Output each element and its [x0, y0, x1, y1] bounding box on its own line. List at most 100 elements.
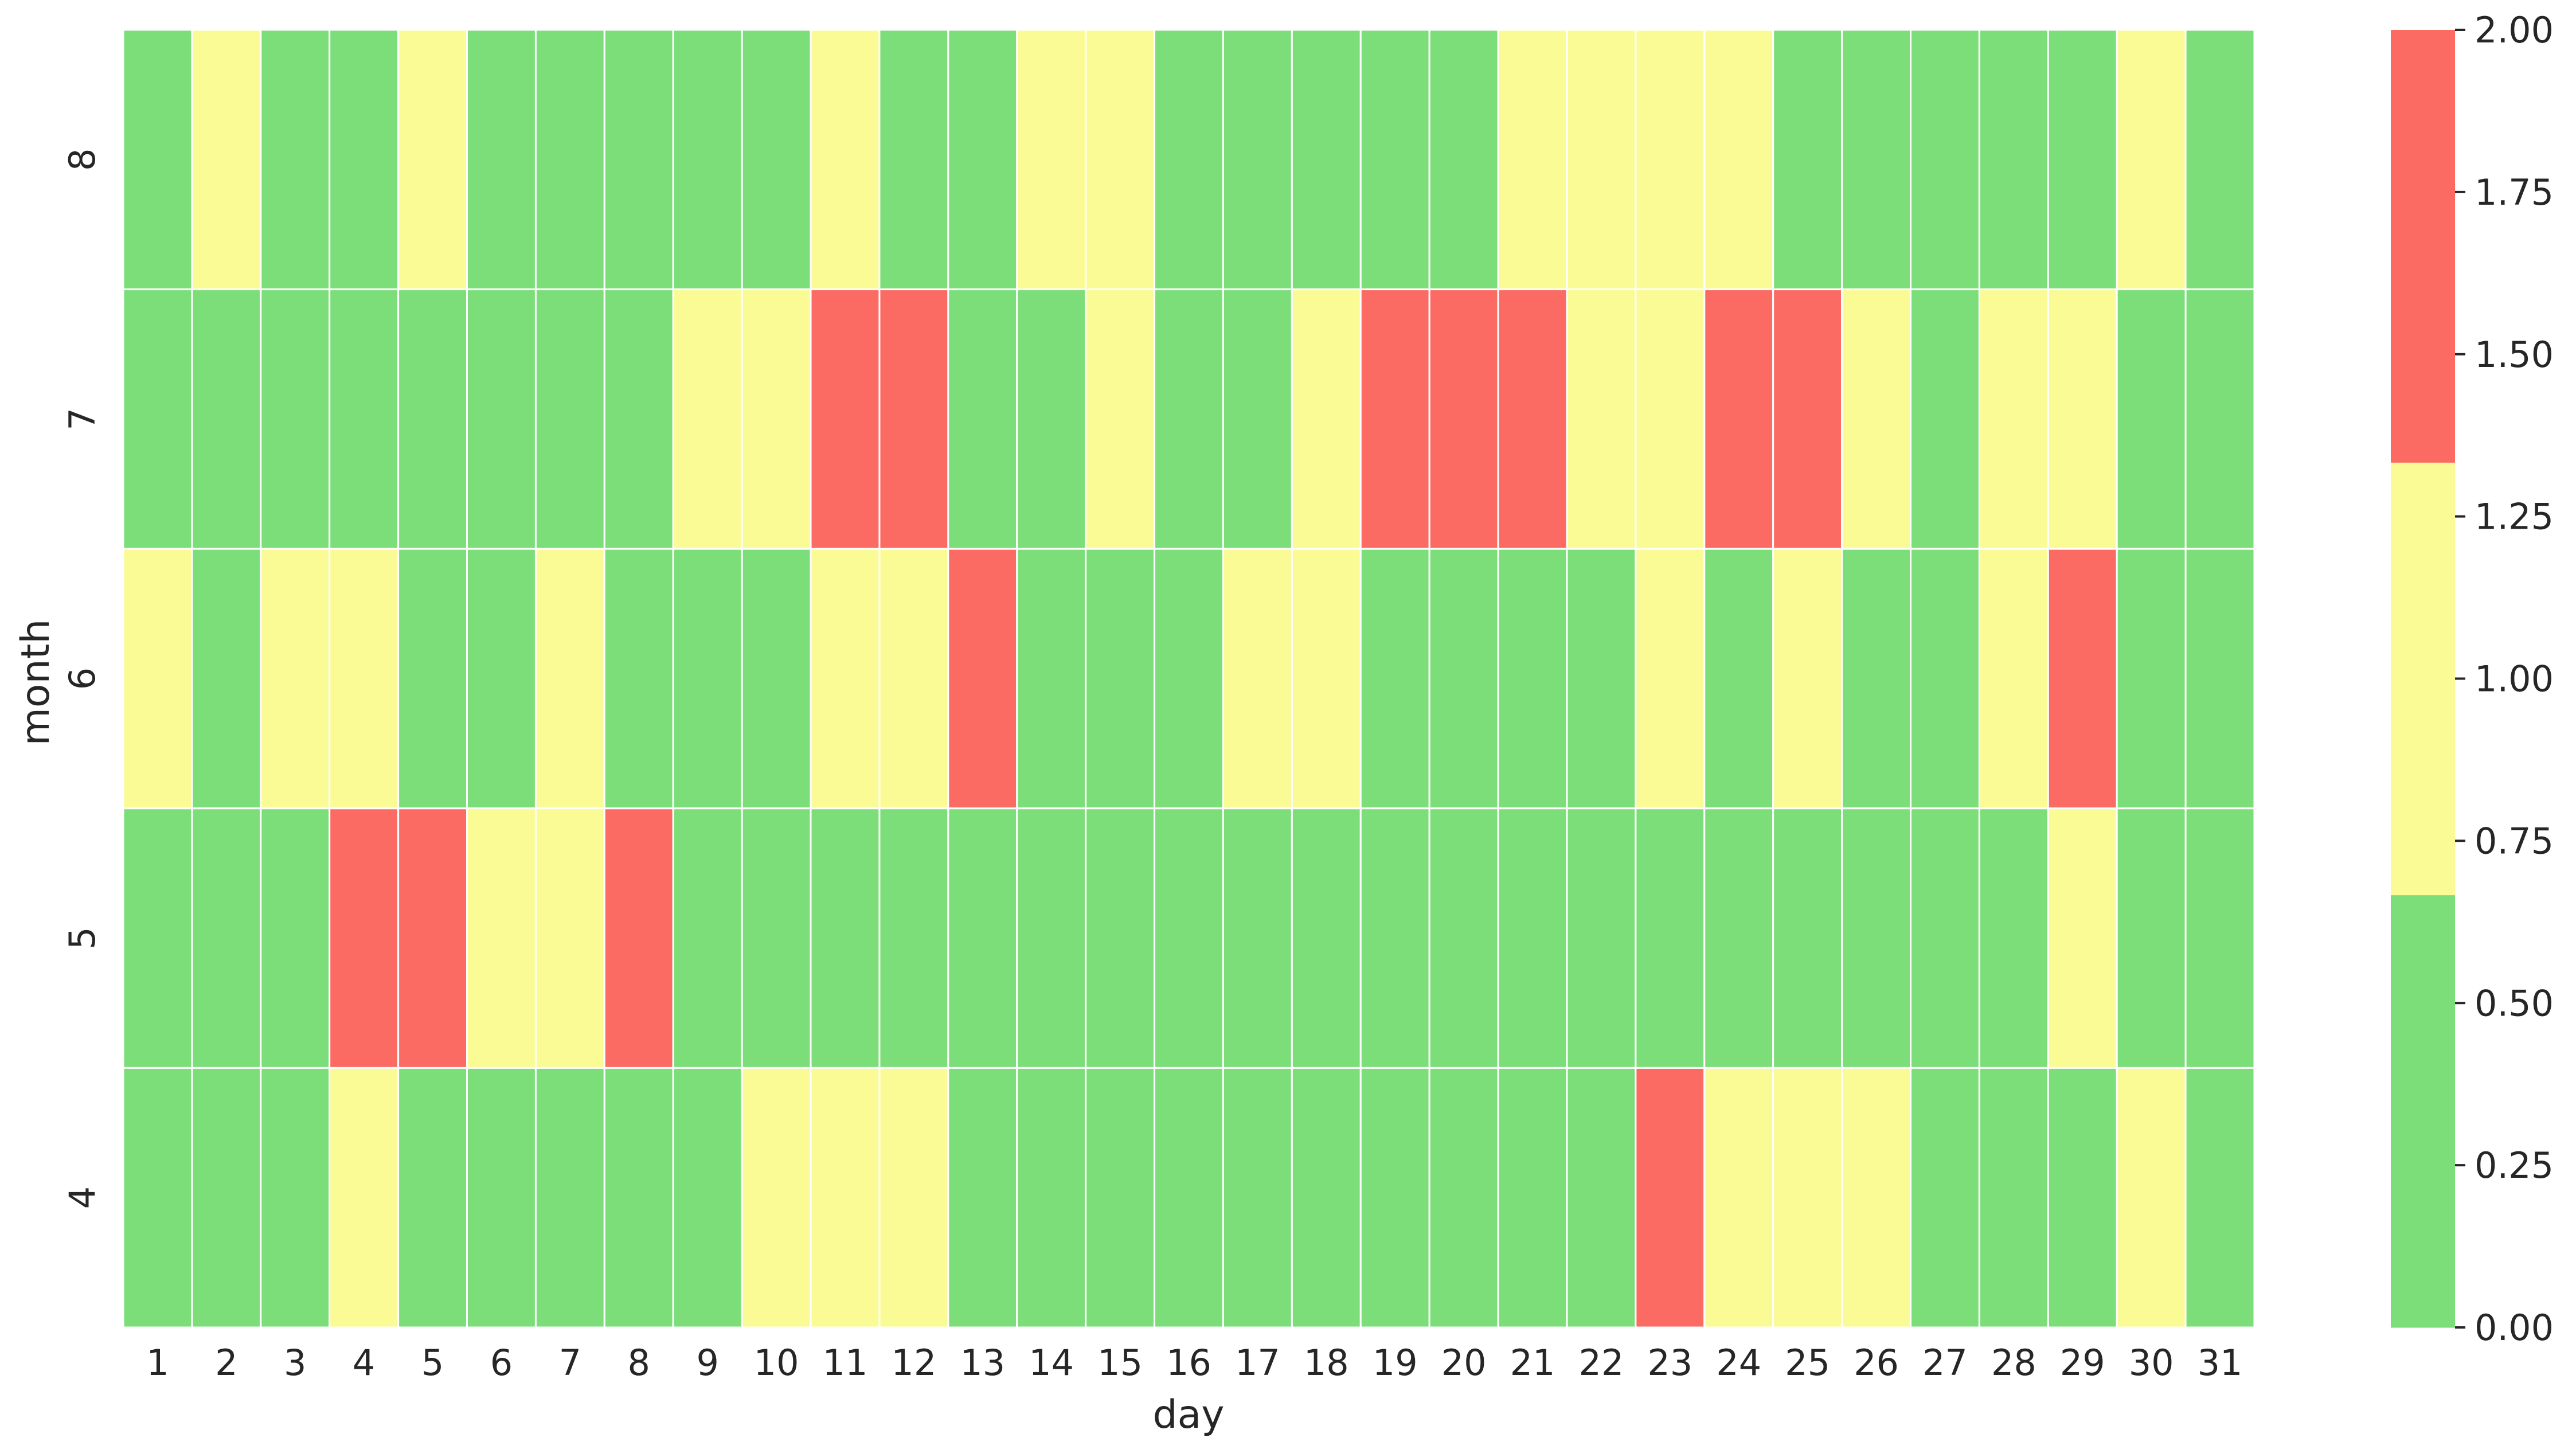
heatmap-cell-m4-d27	[1909, 1067, 1980, 1329]
x-tick-label: 20	[1441, 1342, 1487, 1384]
heatmap-cell-m4-d4	[329, 1067, 400, 1329]
heatmap-cell-m4-d7	[534, 1067, 605, 1329]
x-tick-label: 23	[1647, 1342, 1692, 1384]
heatmap-cell-m5-d30	[2116, 807, 2187, 1069]
heatmap-cell-m7-d20	[1428, 288, 1499, 550]
heatmap-cell-m5-d4	[329, 807, 400, 1069]
heatmap-cell-m8-d24	[1703, 29, 1774, 291]
heatmap-cell-m5-d17	[1222, 807, 1293, 1069]
heatmap-cell-m8-d6	[466, 29, 537, 291]
heatmap-cell-m6-d20	[1428, 548, 1499, 810]
heatmap-cell-m6-d16	[1154, 548, 1224, 810]
x-tick-label: 15	[1097, 1342, 1143, 1384]
x-tick-label: 21	[1510, 1342, 1555, 1384]
heatmap-cell-m5-d21	[1497, 807, 1568, 1069]
heatmap-cell-m7-d27	[1909, 288, 1980, 550]
heatmap-cells	[122, 29, 2256, 1329]
colorbar-tick-label: 1.25	[2475, 496, 2554, 538]
heatmap-cell-m4-d17	[1222, 1067, 1293, 1329]
heatmap-cell-m7-d10	[741, 288, 812, 550]
y-tick-label: 5	[61, 927, 103, 949]
heatmap-cell-m4-d9	[672, 1067, 743, 1329]
y-tick-label: 7	[61, 408, 103, 430]
heatmap-cell-m5-d24	[1703, 807, 1774, 1069]
x-tick-label: 29	[2060, 1342, 2105, 1384]
heatmap-cell-m7-d17	[1222, 288, 1293, 550]
colorbar-tick-label: 1.75	[2475, 171, 2554, 213]
heatmap-cell-m7-d9	[672, 288, 743, 550]
heatmap-cell-m7-d30	[2116, 288, 2187, 550]
x-tick-label: 5	[421, 1342, 444, 1384]
heatmap-cell-m4-d25	[1772, 1067, 1843, 1329]
y-axis-label: month	[13, 619, 58, 746]
heatmap-cell-m8-d12	[878, 29, 949, 291]
x-tick-label: 13	[960, 1342, 1005, 1384]
heatmap-cell-m6-d25	[1772, 548, 1843, 810]
heatmap-cell-m8-d11	[810, 29, 881, 291]
heatmap-cell-m4-d1	[122, 1067, 193, 1329]
heatmap-cell-m5-d10	[741, 807, 812, 1069]
x-tick-label: 19	[1373, 1342, 1418, 1384]
x-tick-label: 8	[628, 1342, 650, 1384]
heatmap-cell-m6-d6	[466, 548, 537, 810]
heatmap-cell-m4-d26	[1841, 1067, 1912, 1329]
heatmap-cell-m6-d31	[2184, 548, 2256, 810]
heatmap-cell-m5-d2	[191, 807, 262, 1069]
heatmap-cell-m7-d18	[1291, 288, 1362, 550]
heatmap-cell-m4-d10	[741, 1067, 812, 1329]
y-tick-labels: 8 7 6 5 4	[61, 149, 103, 1209]
heatmap-cell-m7-d13	[947, 288, 1018, 550]
heatmap-cell-m7-d2	[191, 288, 262, 550]
x-tick-label: 2	[215, 1342, 237, 1384]
heatmap-cell-m8-d2	[191, 29, 262, 291]
heatmap-cell-m8-d1	[122, 29, 193, 291]
heatmap-cell-m8-d23	[1635, 29, 1706, 291]
heatmap-cell-m4-d22	[1566, 1067, 1637, 1329]
x-tick-label: 30	[2129, 1342, 2174, 1384]
heatmap-cell-m7-d11	[810, 288, 881, 550]
heatmap-cell-m7-d26	[1841, 288, 1912, 550]
heatmap-cell-m8-d31	[2184, 29, 2256, 291]
heatmap-cell-m7-d6	[466, 288, 537, 550]
heatmap-cell-m6-d19	[1359, 548, 1430, 810]
heatmap-cell-m6-d24	[1703, 548, 1774, 810]
heatmap-cell-m6-d23	[1635, 548, 1706, 810]
heatmap-cell-m4-d29	[2047, 1067, 2118, 1329]
heatmap-cell-m5-d18	[1291, 807, 1362, 1069]
heatmap-cell-m5-d28	[1978, 807, 2049, 1069]
heatmap-cell-m5-d14	[1016, 807, 1087, 1069]
heatmap-cell-m4-d5	[397, 1067, 468, 1329]
heatmap-cell-m7-d14	[1016, 288, 1087, 550]
x-tick-label: 31	[2198, 1342, 2243, 1384]
x-tick-label: 14	[1029, 1342, 1074, 1384]
heatmap-cell-m5-d19	[1359, 807, 1430, 1069]
heatmap-cell-m8-d18	[1291, 29, 1362, 291]
x-tick-label: 18	[1304, 1342, 1349, 1384]
heatmap-cell-m8-d19	[1359, 29, 1430, 291]
x-tick-label: 28	[1991, 1342, 2036, 1384]
heatmap-cell-m6-d11	[810, 548, 881, 810]
heatmap-cell-m5-d6	[466, 807, 537, 1069]
heatmap-cell-m7-d1	[122, 288, 193, 550]
heatmap-cell-m6-d29	[2047, 548, 2118, 810]
heatmap-cell-m4-d30	[2116, 1067, 2187, 1329]
x-tick-label: 1	[146, 1342, 169, 1384]
heatmap-cell-m7-d19	[1359, 288, 1430, 550]
heatmap-cell-m4-d16	[1154, 1067, 1224, 1329]
heatmap-cell-m5-d27	[1909, 807, 1980, 1069]
colorbar-segment	[2391, 895, 2455, 1328]
heatmap-cell-m5-d9	[672, 807, 743, 1069]
heatmap-cell-m5-d31	[2184, 807, 2256, 1069]
heatmap-cell-m6-d14	[1016, 548, 1087, 810]
heatmap-cell-m4-d31	[2184, 1067, 2256, 1329]
x-tick-label: 27	[1922, 1342, 1968, 1384]
heatmap-cell-m4-d18	[1291, 1067, 1362, 1329]
heatmap-cell-m6-d18	[1291, 548, 1362, 810]
heatmap-cell-m7-d15	[1085, 288, 1156, 550]
heatmap-cell-m8-d15	[1085, 29, 1156, 291]
x-tick-label: 26	[1854, 1342, 1899, 1384]
heatmap-cell-m5-d7	[534, 807, 605, 1069]
heatmap-cell-m6-d2	[191, 548, 262, 810]
heatmap-cell-m8-d20	[1428, 29, 1499, 291]
